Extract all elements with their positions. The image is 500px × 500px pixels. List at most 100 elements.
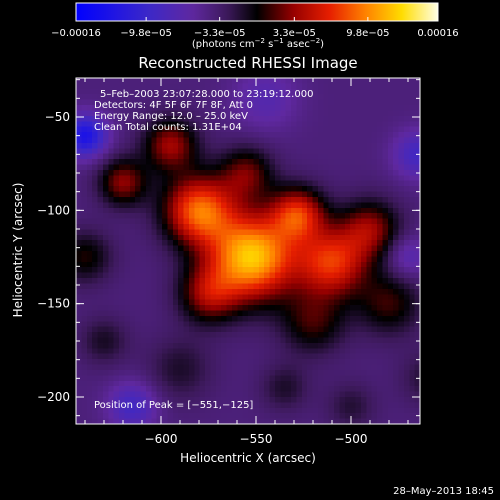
heatmap-cell <box>248 402 254 409</box>
heatmap-cell <box>334 256 340 263</box>
heatmap-cell <box>350 261 356 268</box>
heatmap-cell <box>307 213 313 219</box>
heatmap-cell <box>194 315 201 322</box>
heatmap-cell <box>360 164 367 171</box>
heatmap-cell <box>183 88 190 95</box>
heatmap-cell <box>140 164 147 171</box>
heatmap-cell <box>237 364 244 371</box>
heatmap-cell <box>210 213 217 219</box>
heatmap-cell <box>387 94 394 101</box>
heatmap-cell <box>393 169 399 176</box>
heatmap-cell <box>76 278 82 284</box>
heatmap-cell <box>371 175 378 182</box>
heatmap-cell <box>248 353 254 360</box>
heatmap-cell <box>328 196 335 203</box>
heatmap-cell <box>371 191 378 198</box>
heatmap-cell <box>360 229 367 236</box>
heatmap-cell <box>92 88 98 95</box>
heatmap-cell <box>237 369 244 376</box>
heatmap-cell <box>151 115 158 122</box>
heatmap-cell <box>350 234 356 241</box>
heatmap-cell <box>403 364 410 371</box>
heatmap-cell <box>366 315 373 322</box>
heatmap-cell <box>409 359 416 365</box>
heatmap-cell <box>393 315 399 322</box>
heatmap-cell <box>307 88 313 95</box>
heatmap-cell <box>145 359 152 365</box>
heatmap-cell <box>382 267 389 274</box>
heatmap-cell <box>237 94 244 101</box>
heatmap-cell <box>403 234 410 241</box>
heatmap-cell <box>301 396 308 403</box>
heatmap-cell <box>205 164 211 171</box>
heatmap-cell <box>210 218 217 225</box>
heatmap-cell <box>145 99 152 106</box>
heatmap-cell <box>188 196 195 203</box>
heatmap-cell <box>129 223 136 230</box>
heatmap-cell <box>242 369 249 376</box>
heatmap-cell <box>102 132 109 138</box>
heatmap-cell <box>129 261 136 268</box>
heatmap-cell <box>231 386 238 392</box>
heatmap-cell <box>285 261 292 268</box>
heatmap-cell <box>414 99 421 106</box>
heatmap-cell <box>145 94 152 101</box>
heatmap-cell <box>162 148 168 155</box>
heatmap-cell <box>215 186 222 192</box>
heatmap-cell <box>285 321 292 328</box>
heatmap-cell <box>194 223 201 230</box>
heatmap-cell <box>377 88 383 95</box>
heatmap-cell <box>414 315 421 322</box>
heatmap-cell <box>258 332 265 338</box>
heatmap-cell <box>328 115 335 122</box>
heatmap-cell <box>113 380 120 387</box>
heatmap-cell <box>140 83 147 90</box>
heatmap-cell <box>102 240 109 246</box>
heatmap-cell <box>382 164 389 171</box>
heatmap-cell <box>97 413 104 419</box>
heatmap-cell <box>312 245 319 252</box>
heatmap-cell <box>215 229 222 236</box>
heatmap-cell <box>350 83 356 90</box>
heatmap-cell <box>199 164 206 171</box>
heatmap-cell <box>113 159 120 165</box>
heatmap-cell <box>210 105 217 111</box>
heatmap-cell <box>162 175 168 182</box>
heatmap-cell <box>140 353 147 360</box>
heatmap-cell <box>119 342 125 349</box>
heatmap-cell <box>242 78 249 84</box>
heatmap-cell <box>377 110 383 117</box>
heatmap-cell <box>145 326 152 333</box>
heatmap-cell <box>92 132 98 138</box>
heatmap-cell <box>76 359 82 365</box>
heatmap-cell <box>237 229 244 236</box>
heatmap-cell <box>285 229 292 236</box>
heatmap-cell <box>210 88 217 95</box>
heatmap-cell <box>215 348 222 355</box>
heatmap-cell <box>215 375 222 382</box>
heatmap-cell <box>188 126 195 133</box>
heatmap-cell <box>129 391 136 398</box>
heatmap-cell <box>328 245 335 252</box>
heatmap-cell <box>328 137 335 144</box>
heatmap-cell <box>242 88 249 95</box>
heatmap-cell <box>248 94 254 101</box>
heatmap-cell <box>183 402 190 409</box>
heatmap-cell <box>371 278 378 284</box>
heatmap-cell <box>328 180 335 187</box>
heatmap-cell <box>188 353 195 360</box>
heatmap-cell <box>248 186 254 192</box>
heatmap-cell <box>344 342 351 349</box>
heatmap-cell <box>377 386 383 392</box>
heatmap-cell <box>307 240 313 246</box>
heatmap-cell <box>188 272 195 279</box>
heatmap-cell <box>97 375 104 382</box>
heatmap-cell <box>113 261 120 268</box>
heatmap-cell <box>183 326 190 333</box>
heatmap-cell <box>119 364 125 371</box>
heatmap-cell <box>172 337 179 344</box>
heatmap-cell <box>387 348 394 355</box>
heatmap-cell <box>398 213 405 219</box>
heatmap-cell <box>162 121 168 128</box>
heatmap-cell <box>296 186 303 192</box>
